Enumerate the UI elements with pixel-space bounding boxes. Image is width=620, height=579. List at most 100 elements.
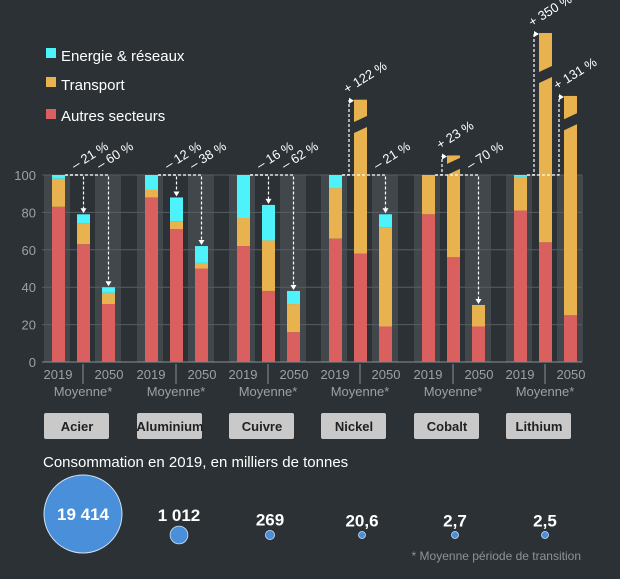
- consumption-value: 2,7: [443, 512, 467, 531]
- arrowhead: [290, 284, 297, 290]
- change-label: + 23 %: [434, 117, 477, 152]
- bar-segment-transport: [262, 240, 275, 291]
- consumption-value: 269: [256, 510, 284, 529]
- bar-segment-transport: [329, 188, 342, 239]
- bar-segment-transport: [354, 99, 367, 254]
- button-label: Aluminium: [136, 419, 203, 434]
- change-arrow: [65, 174, 110, 285]
- arrowhead: [198, 240, 205, 246]
- bar-segment-energie: [287, 290, 300, 305]
- bar-segment-autres: [379, 326, 392, 362]
- bar-segment-autres: [564, 315, 577, 362]
- consumption-title: Consommation en 2019, en milliers de ton…: [43, 454, 348, 471]
- bar-segment-energie: [195, 246, 208, 263]
- metal-button-acier[interactable]: Acier: [44, 413, 109, 439]
- button-bg: [414, 413, 479, 439]
- x-label-moyenne: Moyenne*: [239, 384, 298, 399]
- button-label: Lithium: [516, 419, 563, 434]
- bar-segment-autres: [77, 244, 90, 362]
- x-label-moyenne: Moyenne*: [331, 384, 390, 399]
- bar-segment-transport: [287, 304, 300, 333]
- arrowhead: [173, 191, 180, 197]
- consumption-bubble: [541, 531, 549, 539]
- metal-button-cuivre[interactable]: Cuivre: [229, 413, 294, 439]
- button-label: Nickel: [335, 419, 373, 434]
- bar-segment-energie: [170, 197, 183, 222]
- consumption-bubble: [43, 474, 123, 554]
- bar-segment-autres: [422, 214, 435, 362]
- x-label-moyenne: Moyenne*: [424, 384, 483, 399]
- change-arrow: [342, 174, 387, 212]
- consumption-value: 2,5: [533, 512, 557, 531]
- arrowhead: [382, 208, 389, 214]
- bar-segment-energie: [145, 175, 158, 190]
- bar-segment-transport: [102, 292, 115, 305]
- bar-segment-transport: [145, 189, 158, 198]
- axis-break: [353, 115, 368, 134]
- x-label-2050: 2050: [280, 367, 309, 382]
- bar-segment-autres: [195, 268, 208, 362]
- legend: Energie & réseaux Transport Autres secte…: [46, 48, 185, 125]
- axis-break: [446, 157, 461, 176]
- arrowhead: [349, 97, 354, 104]
- consumption-value: 20,6: [345, 512, 378, 531]
- legend-swatch-energie: [46, 48, 56, 58]
- legend-label-autres: Autres secteurs: [61, 108, 165, 125]
- bar-segment-energie: [514, 175, 527, 177]
- legend-label-transport: Transport: [61, 77, 125, 94]
- change-label: – 70 %: [464, 138, 507, 172]
- button-label: Acier: [61, 419, 94, 434]
- button-bg: [229, 413, 294, 439]
- x-label-2019: 2019: [506, 367, 535, 382]
- x-label-2019: 2019: [229, 367, 258, 382]
- button-bg: [44, 413, 109, 439]
- bar-segment-energie: [329, 175, 342, 189]
- y-tick-label: 0: [29, 355, 36, 370]
- bar-segment-autres: [539, 242, 552, 362]
- x-label-2050: 2050: [95, 367, 124, 382]
- bar-segment-autres: [145, 197, 158, 362]
- bar-segment-autres: [237, 246, 250, 362]
- change-arrow: [342, 100, 353, 176]
- y-tick-label: 20: [22, 318, 36, 333]
- button-bg: [137, 413, 202, 439]
- x-label-2019: 2019: [44, 367, 73, 382]
- metal-button-aluminium[interactable]: Aluminium: [136, 413, 204, 439]
- x-label-2019: 2019: [414, 367, 443, 382]
- bar-segment-energie: [102, 287, 115, 293]
- consumption-value: 19 414: [57, 505, 110, 524]
- y-tick-label: 100: [14, 168, 36, 183]
- bar-segment-transport: [564, 95, 577, 316]
- arrowhead: [265, 198, 272, 204]
- bar-segment-autres: [102, 304, 115, 362]
- change-label: + 122 %: [341, 58, 390, 96]
- x-label-moyenne: Moyenne*: [516, 384, 575, 399]
- bar-segment-transport: [195, 262, 208, 269]
- x-label-moyenne: Moyenne*: [54, 384, 113, 399]
- metal-button-cobalt[interactable]: Cobalt: [414, 413, 479, 439]
- y-tick-label: 40: [22, 280, 36, 295]
- bar-segment-transport: [52, 178, 65, 207]
- arrowhead: [80, 208, 87, 214]
- bar-segment-autres: [354, 253, 367, 362]
- bar-segment-autres: [514, 210, 527, 362]
- bar-segment-transport: [472, 305, 485, 327]
- bar-segment-energie: [77, 214, 90, 224]
- bar-segment-transport: [77, 223, 90, 245]
- bar-segment-transport: [447, 155, 460, 258]
- bar-segment-transport: [170, 221, 183, 230]
- change-arrow: [527, 33, 538, 176]
- bar-segment-transport: [514, 176, 527, 211]
- bar-segment-transport: [237, 218, 250, 247]
- metal-button-nickel[interactable]: Nickel: [321, 413, 386, 439]
- arrowhead: [534, 30, 539, 37]
- bar-segment-autres: [329, 238, 342, 362]
- x-label-2019: 2019: [137, 367, 166, 382]
- bar-segment-autres: [170, 229, 183, 362]
- metal-button-lithium[interactable]: Lithium: [506, 413, 571, 439]
- bar-segment-energie: [379, 214, 392, 228]
- bar-segment-transport: [379, 227, 392, 327]
- button-label: Cobalt: [427, 419, 468, 434]
- bar-segment-autres: [287, 332, 300, 362]
- button-bg: [506, 413, 571, 439]
